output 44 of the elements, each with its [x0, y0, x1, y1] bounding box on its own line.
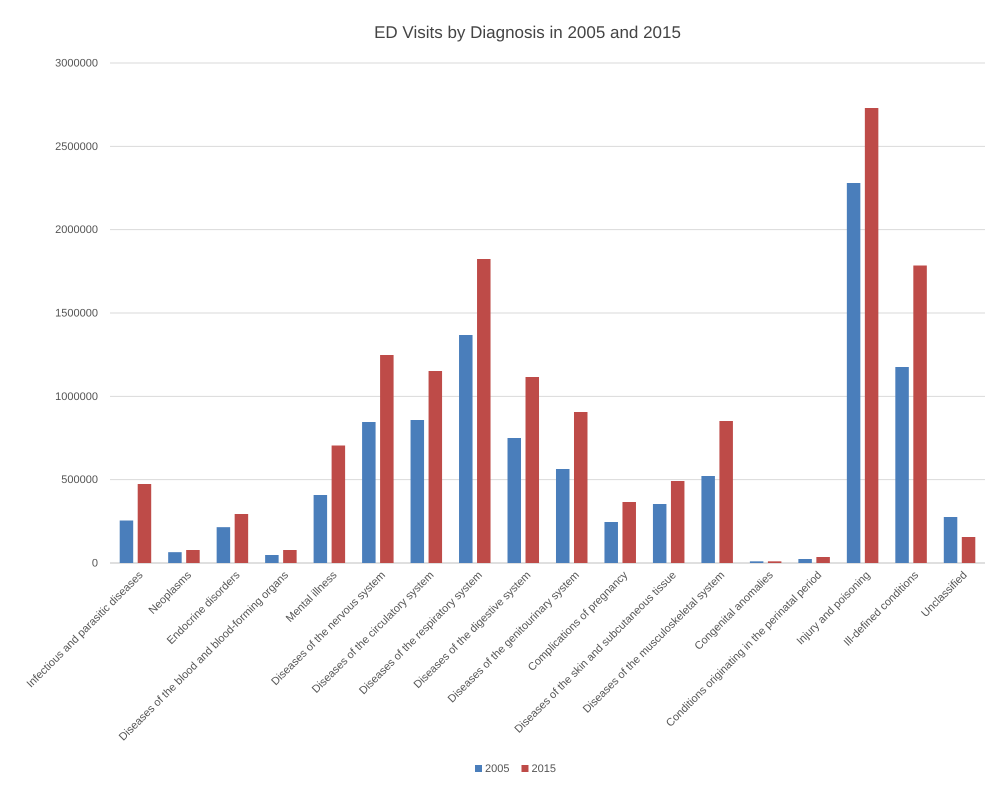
legend-label: 2015: [531, 763, 556, 775]
bar: [556, 469, 570, 563]
bar: [622, 502, 636, 563]
y-tick-label: 0: [92, 558, 98, 570]
bar: [864, 108, 878, 563]
bar: [410, 420, 424, 563]
bar: [332, 446, 346, 563]
bar: [526, 377, 540, 563]
bar: [283, 550, 297, 563]
bar: [234, 514, 248, 563]
legend-label: 2005: [485, 763, 510, 775]
bar: [508, 438, 522, 563]
y-tick-label: 2000000: [55, 224, 98, 236]
bar: [574, 412, 588, 563]
bar: [216, 527, 230, 563]
bar: [670, 481, 684, 563]
bar: [798, 559, 812, 563]
bar: [428, 371, 442, 563]
bar: [265, 555, 279, 563]
bar: [962, 537, 976, 563]
y-tick-label: 1000000: [55, 390, 98, 403]
bar: [459, 335, 473, 563]
bar: [477, 259, 491, 563]
y-tick-label: 1500000: [55, 308, 98, 320]
bar: [168, 552, 182, 563]
bar: [652, 504, 666, 563]
bar: [138, 484, 152, 563]
chart-title: ED Visits by Diagnosis in 2005 and 2015: [374, 23, 681, 42]
bar: [604, 522, 618, 563]
bar: [701, 476, 715, 563]
bar: [719, 421, 733, 563]
y-tick-label: 3000000: [55, 58, 98, 70]
bar: [314, 495, 328, 563]
bar: [120, 520, 134, 563]
y-tick-label: 2500000: [55, 140, 98, 153]
bar: [816, 557, 830, 563]
bar: [380, 355, 394, 563]
bar: [186, 550, 200, 563]
bar: [846, 183, 860, 563]
bar: [362, 422, 376, 563]
y-tick-label: 500000: [61, 474, 98, 486]
bar: [944, 517, 958, 563]
bar: [895, 367, 909, 563]
bar: [913, 266, 927, 563]
